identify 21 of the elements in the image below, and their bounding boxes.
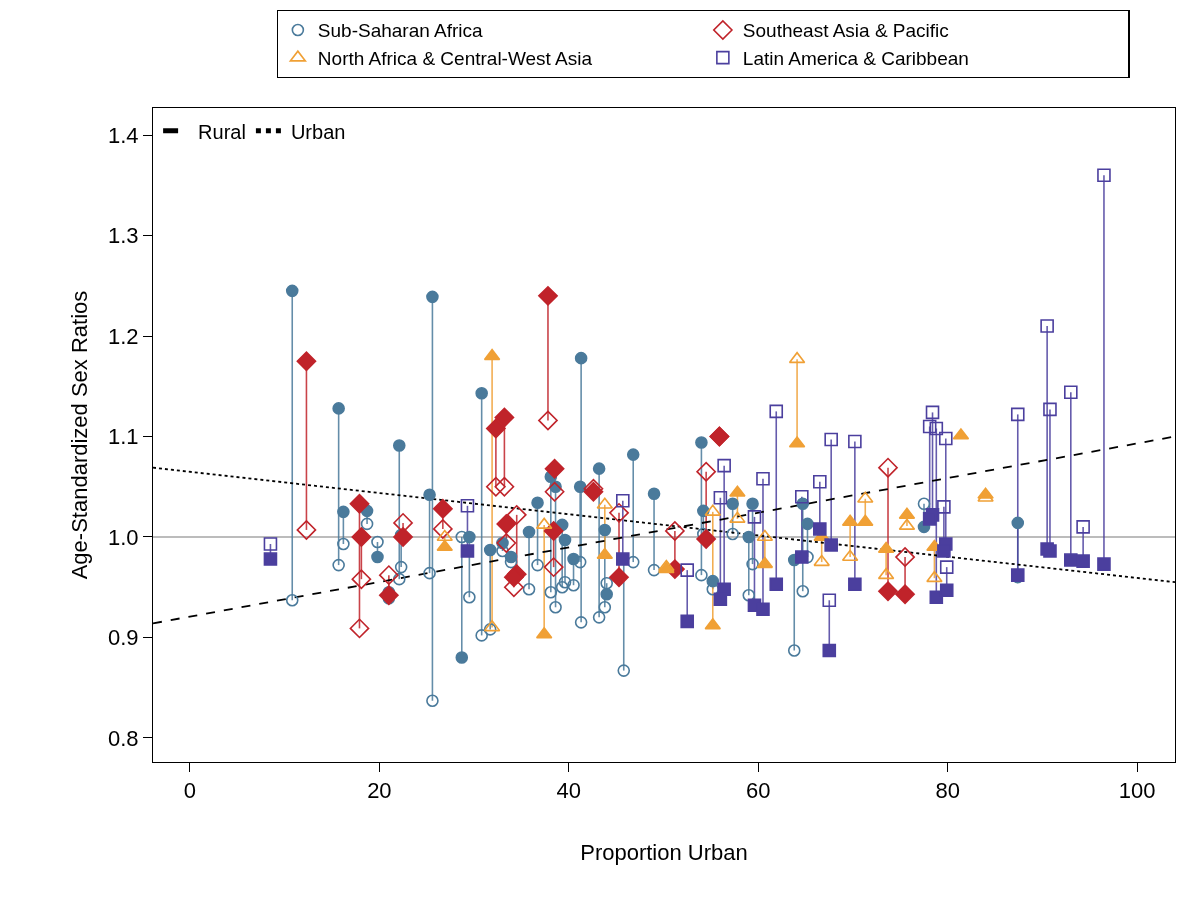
x-axis-title: Proportion Urban: [580, 840, 748, 866]
legend-label: Southeast Asia & Pacific: [742, 20, 949, 42]
y-tick-label: 1.2: [108, 323, 139, 349]
x-tick-label: 100: [1118, 778, 1156, 804]
y-tick-label: 1.0: [108, 524, 139, 550]
x-tick-label: 20: [367, 778, 392, 804]
x-tick-label: 80: [935, 778, 960, 804]
x-tick-label: 60: [746, 778, 771, 804]
y-tick-label: 1.1: [108, 424, 139, 450]
y-tick-label: 1.3: [108, 223, 139, 249]
y-tick-label: 0.9: [108, 625, 139, 651]
legend-label: Urban: [290, 120, 346, 143]
legend-label: Sub-Saharan Africa: [317, 20, 484, 42]
x-tick-label: 40: [556, 778, 582, 804]
legend-label: North Africa & Central-West Asia: [317, 48, 593, 70]
legend-label: Latin America & Caribbean: [742, 48, 969, 70]
x-tick-label: 0: [183, 778, 197, 804]
y-axis-title: Age-Standardized Sex Ratios: [66, 290, 92, 580]
legend-label: Rural: [198, 120, 246, 143]
y-tick-label: 1.4: [108, 122, 139, 148]
y-tick-label: 0.8: [108, 725, 139, 751]
